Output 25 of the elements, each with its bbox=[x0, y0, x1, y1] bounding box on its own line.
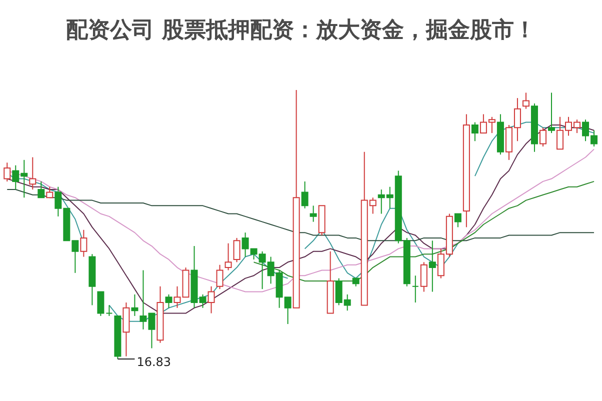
candlestick bbox=[165, 294, 172, 308]
candlestick bbox=[80, 229, 88, 258]
candlestick bbox=[224, 242, 232, 271]
candlestick bbox=[4, 162, 11, 182]
candlestick bbox=[233, 237, 240, 263]
candlestick bbox=[454, 213, 462, 228]
candlestick bbox=[471, 122, 478, 142]
candlestick bbox=[310, 205, 317, 222]
candlestick bbox=[539, 127, 546, 147]
candlestick bbox=[106, 304, 113, 316]
candlestick bbox=[29, 156, 36, 190]
candlestick bbox=[131, 294, 138, 316]
candlestick bbox=[38, 180, 45, 198]
candlestick bbox=[420, 262, 428, 292]
candlestick bbox=[46, 186, 54, 198]
candlestick bbox=[522, 92, 530, 110]
candlestick bbox=[97, 291, 104, 316]
candlestick bbox=[548, 92, 555, 134]
candlestick bbox=[428, 240, 436, 292]
chart-title: 配资公司 股票抵押配资：放大资金，掘金股市！ bbox=[66, 17, 536, 43]
annotation: 16.83 bbox=[136, 355, 172, 369]
candlestick bbox=[208, 286, 215, 314]
candlestick bbox=[412, 275, 419, 304]
candlestick bbox=[301, 180, 308, 209]
candlestick bbox=[216, 264, 224, 290]
